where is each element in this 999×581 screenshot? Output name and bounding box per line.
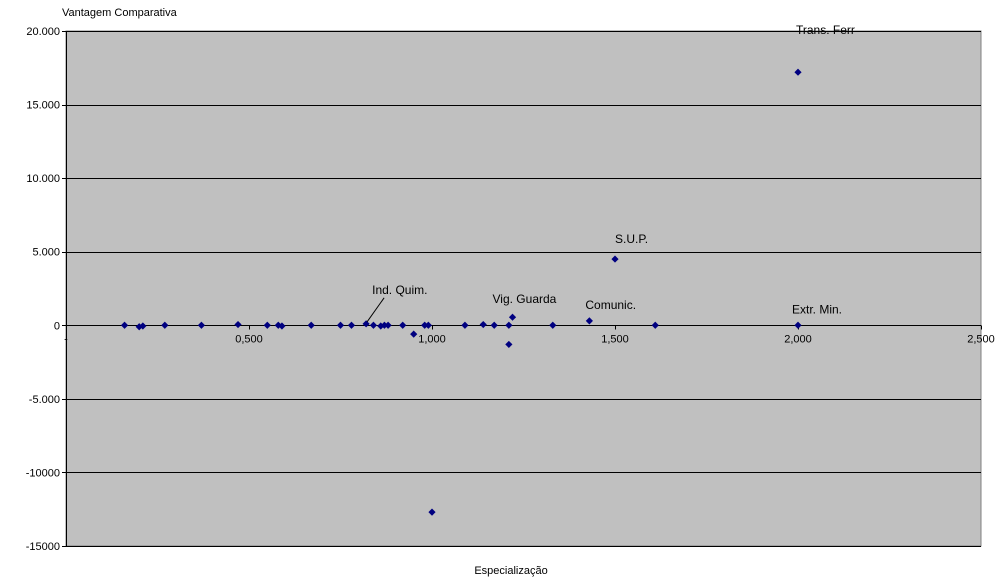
axis-titles: Vantagem Comparativa Especialização xyxy=(62,7,548,577)
data-point-9 xyxy=(307,321,315,329)
y-tick-label-0: 20.000 xyxy=(26,26,60,38)
y-tick-label-2: 10.000 xyxy=(26,173,60,185)
data-point-19 xyxy=(421,321,429,329)
data-point-23 xyxy=(479,320,487,329)
axes xyxy=(62,31,982,547)
data-point-30 xyxy=(611,255,619,263)
data-point-15 xyxy=(380,321,389,329)
data-point-25 xyxy=(505,340,513,349)
data-point-33 xyxy=(794,321,802,329)
point-label-30: S.U.P. xyxy=(615,232,648,246)
plot-area xyxy=(65,30,982,547)
data-point-4 xyxy=(197,321,206,329)
data-point-31 xyxy=(651,321,659,329)
data-point-20 xyxy=(424,321,432,329)
data-point-8 xyxy=(278,322,286,330)
data-point-10 xyxy=(336,321,345,329)
y-tick-label-6: -10000 xyxy=(26,467,60,479)
x-tick-label-1: 0,500 xyxy=(235,334,263,346)
label-leader-line-12 xyxy=(366,297,385,323)
x-tick-label-2: 1,000 xyxy=(418,334,446,346)
data-point-26 xyxy=(505,321,513,329)
tick-labels: 20.000 15.000 10.000 5.000 0 -5.000 -10000 -150… xyxy=(26,26,995,553)
data-points xyxy=(120,68,802,516)
point-label-32: Trans. Ferr xyxy=(796,23,855,37)
data-point-16 xyxy=(384,321,392,329)
data-point-3 xyxy=(161,321,169,329)
point-label-33: Extr. Min. xyxy=(792,302,842,316)
data-point-32 xyxy=(794,68,802,76)
x-axis-title: Especialização xyxy=(474,565,547,577)
x-tick-label-4: 2,000 xyxy=(784,334,812,346)
point-label-27: Vig. Guarda xyxy=(493,292,557,306)
plot-background xyxy=(65,30,982,547)
data-point-5 xyxy=(234,320,242,329)
data-point-6 xyxy=(263,321,271,329)
y-tick-label-5: -5.000 xyxy=(29,394,60,406)
data-point-18 xyxy=(410,330,418,338)
data-point-29 xyxy=(585,317,593,325)
data-point-24 xyxy=(490,321,498,329)
point-annotations: Ind. Quim. Vig. Guarda Comunic. S.U.P. Trans… xyxy=(366,23,855,323)
data-point-21 xyxy=(428,508,436,516)
data-point-22 xyxy=(461,321,469,329)
y-axis-title: Vantagem Comparativa xyxy=(62,7,178,19)
point-label-12: Ind. Quim. xyxy=(372,283,427,297)
data-point-12 xyxy=(362,320,370,328)
data-point-13 xyxy=(369,321,378,329)
x-tick-label-5: 2,500 xyxy=(967,334,995,346)
point-label-29: Comunic. xyxy=(585,298,636,312)
data-point-2 xyxy=(139,322,147,330)
y-tick-label-1: 15.000 xyxy=(26,100,60,112)
y-tick-label-3: 5.000 xyxy=(32,247,60,259)
x-tick-label-0: - xyxy=(64,334,68,346)
data-point-11 xyxy=(347,321,356,329)
data-point-0 xyxy=(120,321,129,329)
data-point-27 xyxy=(508,313,517,321)
data-point-17 xyxy=(399,321,407,329)
x-tick-label-3: 1,500 xyxy=(601,334,629,346)
y-tick-label-7: -15000 xyxy=(26,541,60,553)
data-point-28 xyxy=(549,321,557,329)
y-tick-label-4: 0 xyxy=(54,320,60,332)
